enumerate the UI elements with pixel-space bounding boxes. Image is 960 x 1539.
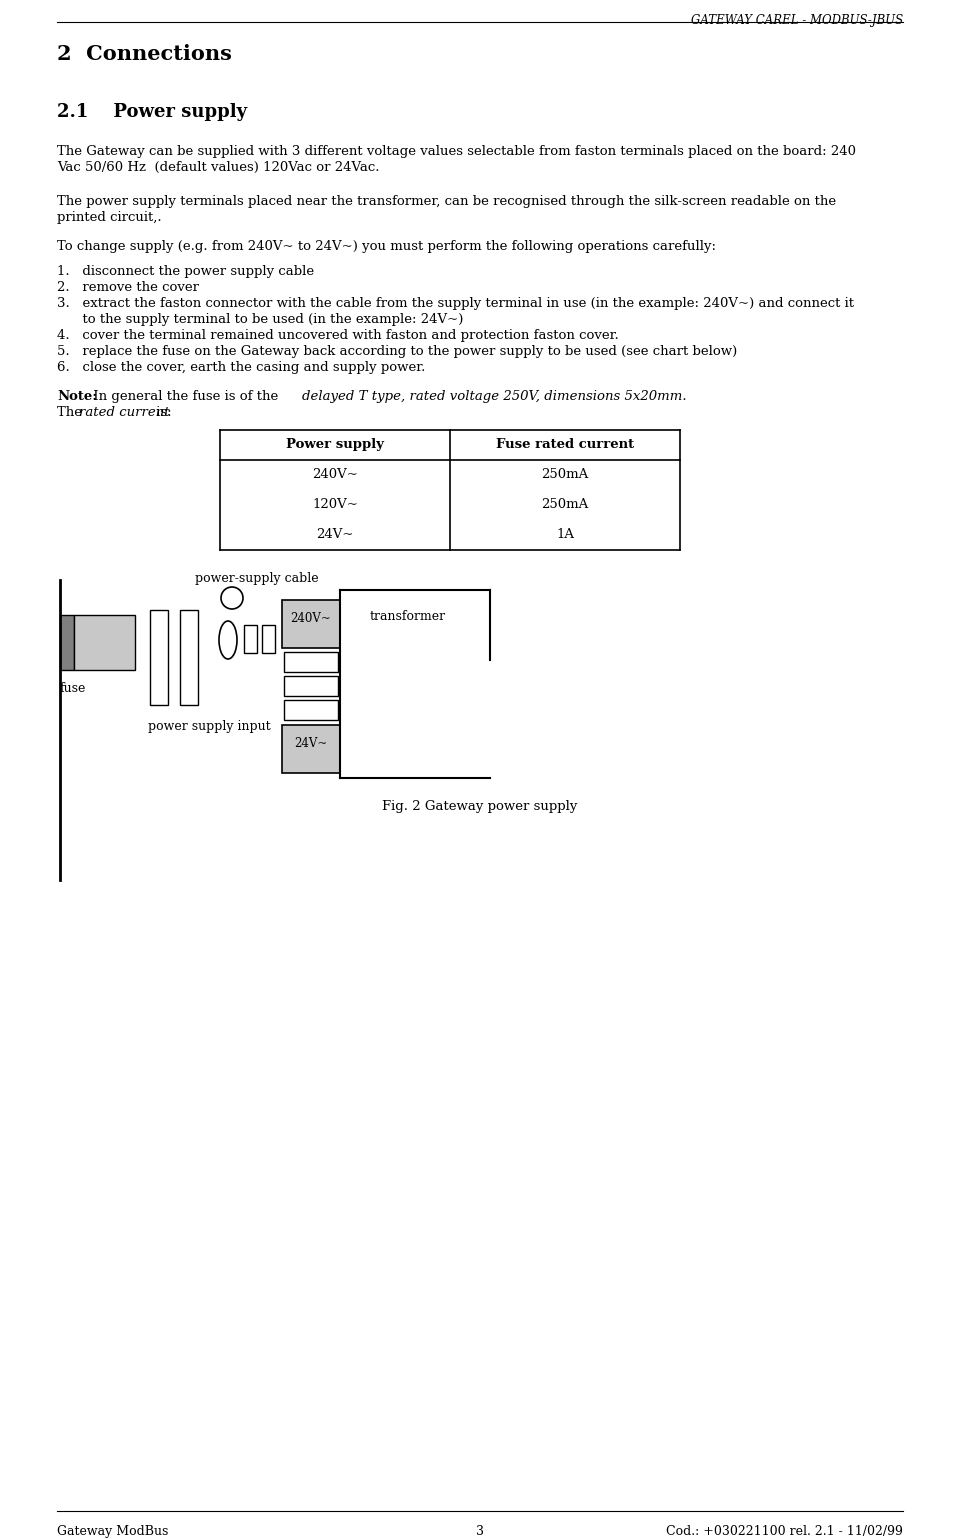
Polygon shape <box>150 609 168 705</box>
Text: 250mA: 250mA <box>541 499 588 511</box>
Text: to the supply terminal to be used (in the example: 24V~): to the supply terminal to be used (in th… <box>57 312 464 326</box>
Text: Note:: Note: <box>57 389 97 403</box>
Text: transformer: transformer <box>370 609 446 623</box>
Text: delayed T type, rated voltage 250V, dimensions 5x20mm.: delayed T type, rated voltage 250V, dime… <box>302 389 686 403</box>
Text: The: The <box>57 406 86 419</box>
Text: 250mA: 250mA <box>541 468 588 482</box>
Text: is:: is: <box>152 406 172 419</box>
Polygon shape <box>262 625 275 653</box>
Text: Vac 50/60 Hz  (default values) 120Vac or 24Vac.: Vac 50/60 Hz (default values) 120Vac or … <box>57 162 379 174</box>
Polygon shape <box>282 600 340 648</box>
Text: 1.   disconnect the power supply cable: 1. disconnect the power supply cable <box>57 265 314 279</box>
Text: 1A: 1A <box>556 528 574 542</box>
Text: 240V~: 240V~ <box>312 468 358 482</box>
Polygon shape <box>284 676 338 696</box>
Polygon shape <box>244 625 257 653</box>
Text: 2.1    Power supply: 2.1 Power supply <box>57 103 247 122</box>
Text: To change supply (e.g. from 240V~ to 24V~) you must perform the following operat: To change supply (e.g. from 240V~ to 24V… <box>57 240 716 252</box>
Polygon shape <box>60 616 74 669</box>
Text: 2  Connections: 2 Connections <box>57 45 232 65</box>
Text: Cod.: +030221100 rel. 2.1 - 11/02/99: Cod.: +030221100 rel. 2.1 - 11/02/99 <box>666 1525 903 1537</box>
Text: Power supply: Power supply <box>286 439 384 451</box>
Text: 4.   cover the terminal remained uncovered with faston and protection faston cov: 4. cover the terminal remained uncovered… <box>57 329 619 342</box>
Text: rated current: rated current <box>79 406 170 419</box>
Polygon shape <box>180 609 198 705</box>
Text: power-supply cable: power-supply cable <box>195 573 319 585</box>
Text: fuse: fuse <box>60 682 86 696</box>
Text: 24V~: 24V~ <box>316 528 353 542</box>
Text: 120V~: 120V~ <box>312 499 358 511</box>
Text: 240V~: 240V~ <box>291 613 331 625</box>
Polygon shape <box>284 653 338 673</box>
Text: The power supply terminals placed near the transformer, can be recognised throug: The power supply terminals placed near t… <box>57 195 836 208</box>
Polygon shape <box>74 616 135 669</box>
Text: 24V~: 24V~ <box>295 737 327 749</box>
Polygon shape <box>282 725 340 773</box>
Polygon shape <box>284 700 338 720</box>
Text: 5.   replace the fuse on the Gateway back according to the power supply to be us: 5. replace the fuse on the Gateway back … <box>57 345 737 359</box>
Text: Gateway ModBus: Gateway ModBus <box>57 1525 168 1537</box>
Text: 6.   close the cover, earth the casing and supply power.: 6. close the cover, earth the casing and… <box>57 362 425 374</box>
Text: The Gateway can be supplied with 3 different voltage values selectable from fast: The Gateway can be supplied with 3 diffe… <box>57 145 856 159</box>
Text: Fig. 2 Gateway power supply: Fig. 2 Gateway power supply <box>382 800 578 813</box>
Text: In general the fuse is of the: In general the fuse is of the <box>89 389 282 403</box>
Text: 3.   extract the faston connector with the cable from the supply terminal in use: 3. extract the faston connector with the… <box>57 297 854 309</box>
Text: Fuse rated current: Fuse rated current <box>496 439 634 451</box>
Text: printed circuit,.: printed circuit,. <box>57 211 161 225</box>
Text: 2.   remove the cover: 2. remove the cover <box>57 282 199 294</box>
Text: GATEWAY CAREL - MODBUS-JBUS: GATEWAY CAREL - MODBUS-JBUS <box>691 14 903 28</box>
Text: power supply input: power supply input <box>148 720 271 733</box>
Text: 3: 3 <box>476 1525 484 1537</box>
